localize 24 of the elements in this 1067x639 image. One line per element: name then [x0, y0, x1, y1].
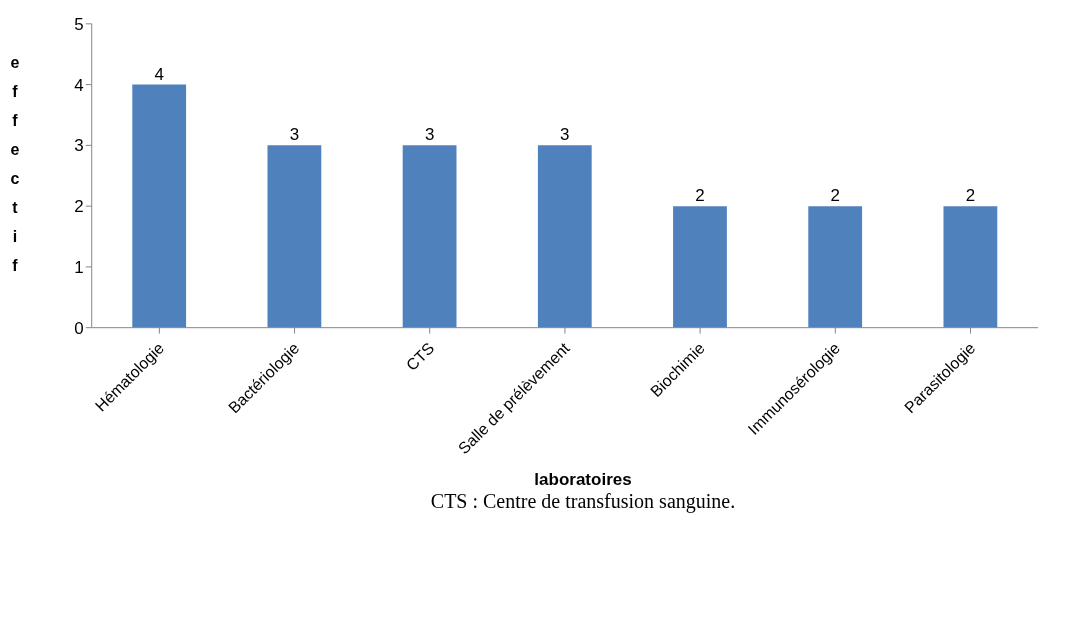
- text: CTS : Centre de transfusion sanguine.: [429, 490, 737, 513]
- data-label: 2: [830, 186, 840, 206]
- data-label: 3: [289, 125, 300, 145]
- data-label: 3: [560, 125, 570, 145]
- bar: [132, 84, 187, 328]
- x-axis-title: laboratoires: [533, 470, 633, 490]
- y-tick-label: 1: [74, 257, 84, 277]
- bar: [808, 206, 863, 328]
- data-label: 4: [154, 64, 164, 84]
- y-tick-label: 4: [74, 75, 84, 95]
- y-tick-label: 2: [74, 197, 84, 217]
- bar: [673, 206, 727, 328]
- y-tick-label: 5: [74, 14, 84, 34]
- x-tick-label: CTS: [402, 339, 438, 374]
- bar: [943, 206, 998, 328]
- y-tick-label: 3: [74, 136, 84, 156]
- data-label: 3: [424, 125, 435, 145]
- y-axis-title: effectif: [9, 53, 21, 276]
- data-label: 2: [965, 186, 976, 206]
- bar: [402, 145, 457, 328]
- y-tick-label: 0: [74, 318, 84, 338]
- bar: [267, 145, 322, 328]
- bar: [537, 145, 592, 328]
- data-label: 2: [695, 186, 705, 206]
